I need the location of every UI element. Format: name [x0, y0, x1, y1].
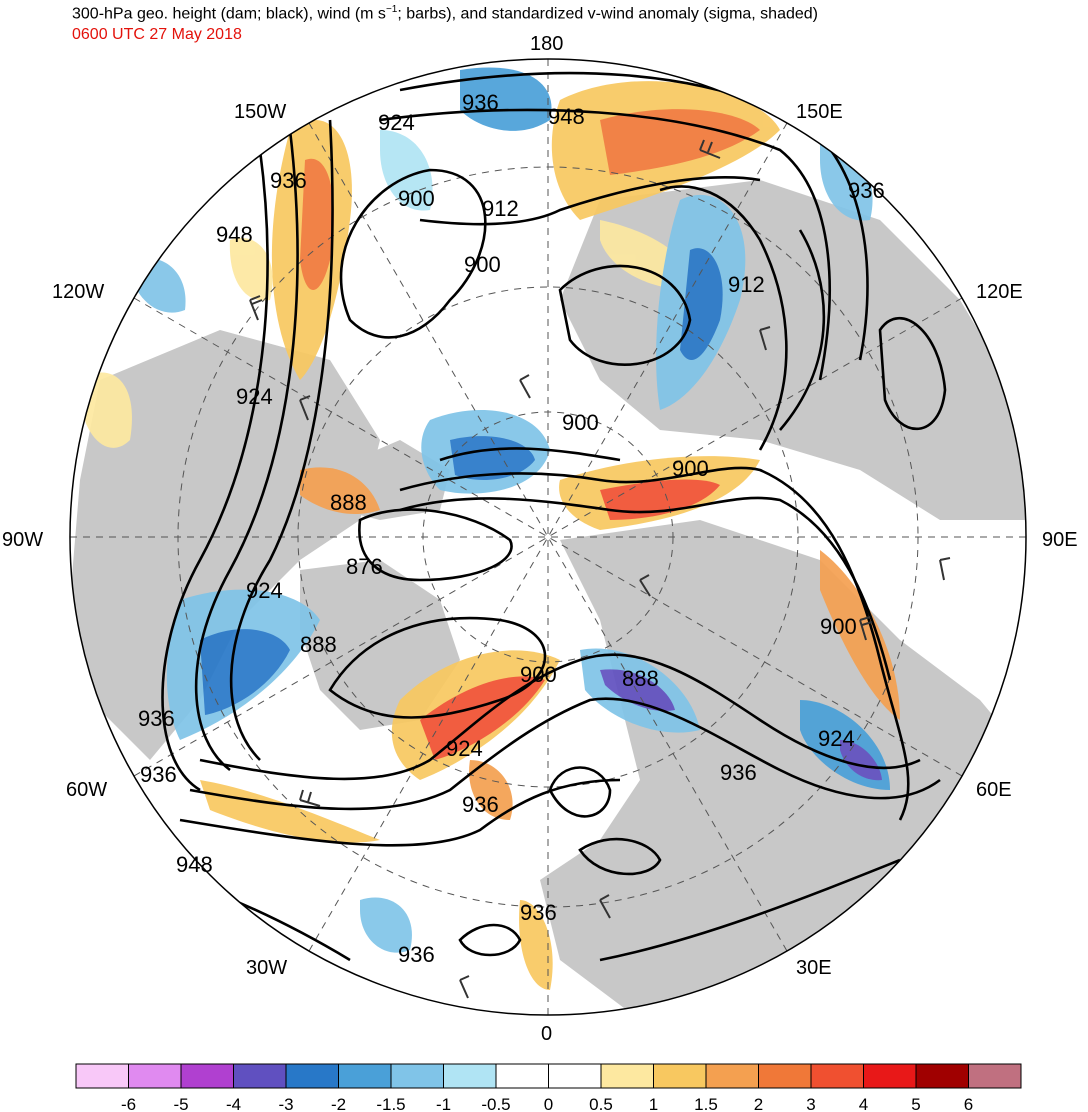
colorbar-tick-label: 0.5 — [589, 1095, 613, 1112]
contour-label: 912 — [482, 196, 519, 221]
contour-label: 948 — [548, 104, 585, 129]
contour-label: 948 — [176, 852, 213, 877]
colorbar-swatch — [653, 1063, 707, 1089]
lon-label-150w: 150W — [234, 101, 286, 123]
contour-label: 900 — [820, 614, 857, 639]
lon-label-0: 0 — [541, 1023, 552, 1045]
colorbar-tick-label: 1 — [649, 1095, 658, 1112]
colorbar-tick-label: 5 — [911, 1095, 920, 1112]
lon-label-120w: 120W — [52, 281, 104, 303]
lon-label-60w: 60W — [66, 779, 107, 801]
colorbar-swatch — [495, 1063, 549, 1089]
contour-label: 936 — [398, 942, 435, 967]
contour-label: 876 — [346, 554, 383, 579]
colorbar-tick-label: -4 — [226, 1095, 241, 1112]
contour-label: 936 — [270, 168, 307, 193]
longitude-label-group: 180 150E 120E 90E 60E 30E 0 30W 60W 90W … — [2, 33, 1078, 1045]
lon-label-150e: 150E — [796, 101, 843, 123]
colorbar-tick-label: -5 — [173, 1095, 188, 1112]
colorbar-tick-label: 0 — [544, 1095, 553, 1112]
colorbar-tick-label: 6 — [964, 1095, 973, 1112]
contour-label: 900 — [398, 186, 435, 211]
lon-label-120e: 120E — [976, 281, 1023, 303]
colorbar-swatch — [863, 1063, 917, 1089]
colorbar-swatch — [705, 1063, 759, 1089]
contour-label-group: 936 948 924 936 936 900 912 948 900 912 … — [138, 90, 885, 967]
colorbar-tick-label: -2 — [331, 1095, 346, 1112]
colorbar-swatch — [75, 1063, 129, 1089]
colorbar-tick-label: -0.5 — [481, 1095, 510, 1112]
contour-label: 912 — [728, 272, 765, 297]
contour-label: 900 — [562, 410, 599, 435]
contour-label: 948 — [216, 222, 253, 247]
colorbar-swatch — [180, 1063, 234, 1089]
lon-label-90w: 90W — [2, 529, 43, 551]
colorbar: -6 -5 -4 -3 -2 -1.5 -1 -0.5 0 0.5 1 1.5 2 3 4 5 6 — [75, 1063, 1022, 1112]
contour-label: 888 — [300, 632, 337, 657]
colorbar-swatch — [338, 1063, 392, 1089]
colorbar-tick-label: 3 — [806, 1095, 815, 1112]
contour-label: 936 — [520, 900, 557, 925]
contour-label: 936 — [720, 760, 757, 785]
valid-time: 0600 UTC 27 May 2018 — [72, 26, 242, 43]
colorbar-swatch — [600, 1063, 654, 1089]
colorbar-swatch — [443, 1063, 497, 1089]
contour-label: 936 — [848, 178, 885, 203]
contour-label: 900 — [520, 662, 557, 687]
colorbar-tick-label: 2 — [754, 1095, 763, 1112]
contour-label: 924 — [246, 578, 283, 603]
colorbar-swatch — [285, 1063, 339, 1089]
contour-label: 924 — [378, 110, 415, 135]
contour-label: 936 — [462, 90, 499, 115]
colorbar-swatch — [233, 1063, 287, 1089]
lon-label-180: 180 — [530, 33, 563, 55]
contour-label: 924 — [236, 384, 273, 409]
contour-label: 924 — [818, 726, 855, 751]
colorbar-swatch — [548, 1063, 602, 1089]
lon-label-30e: 30E — [796, 957, 832, 979]
map-disk — [70, 59, 1026, 1015]
graticule — [70, 59, 1026, 1015]
colorbar-swatch — [810, 1063, 864, 1089]
colorbar-swatch — [758, 1063, 812, 1089]
lon-label-30w: 30W — [246, 957, 287, 979]
colorbar-tick-label: -3 — [278, 1095, 293, 1112]
colorbar-tick-label: -1 — [436, 1095, 451, 1112]
colorbar-tick-label: 1.5 — [694, 1095, 718, 1112]
colorbar-tick-label: -1.5 — [376, 1095, 405, 1112]
contour-label: 888 — [622, 666, 659, 691]
chart-title: 300-hPa geo. height (dam; black), wind (… — [72, 4, 818, 23]
contour-label: 936 — [462, 792, 499, 817]
contour-label: 936 — [140, 762, 177, 787]
anomaly-shading — [80, 67, 900, 990]
contour-label: 936 — [138, 706, 175, 731]
height-contours — [161, 71, 947, 962]
map-border — [69, 58, 1027, 1016]
contour-label: 924 — [446, 736, 483, 761]
colorbar-swatch — [390, 1063, 444, 1089]
lon-label-90e: 90E — [1042, 529, 1078, 551]
colorbar-tick-label: -6 — [121, 1095, 136, 1112]
colorbar-tick-label: 4 — [859, 1095, 868, 1112]
contour-label: 888 — [330, 490, 367, 515]
contour-label: 900 — [672, 456, 709, 481]
contour-label: 900 — [464, 252, 501, 277]
lon-label-60e: 60E — [976, 779, 1012, 801]
colorbar-swatch — [968, 1063, 1022, 1089]
colorbar-swatch — [128, 1063, 182, 1089]
colorbar-swatch — [915, 1063, 969, 1089]
